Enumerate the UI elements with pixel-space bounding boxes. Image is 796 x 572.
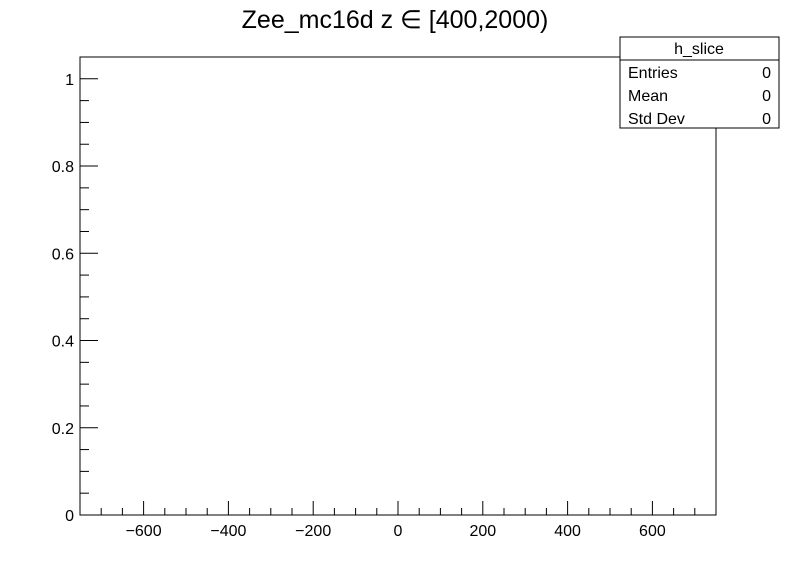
y-tick-label: 0.6 (52, 246, 74, 263)
stats-box-frame (619, 36, 780, 129)
y-tick-label: 0.2 (52, 421, 74, 438)
x-axis-tick-labels: −600 −400 −200 0 200 400 600 (126, 523, 666, 540)
stats-stddev-value: 0 (762, 111, 771, 128)
stats-mean-label: Mean (628, 88, 668, 105)
y-tick-label: 0 (65, 508, 74, 525)
x-tick-label: −400 (210, 523, 246, 540)
stats-entries-value: 0 (762, 65, 771, 82)
y-axis-tick-labels: 0 0.2 0.4 0.6 0.8 1 (52, 72, 74, 525)
y-tick-label: 0.4 (52, 334, 74, 351)
x-tick-label: 0 (394, 523, 403, 540)
stats-mean-value: 0 (762, 88, 771, 105)
y-tick-label: 0.8 (52, 159, 74, 176)
x-axis-ticks (100, 501, 696, 515)
stats-box: h_slice Entries 0 Mean 0 Std Dev 0 (619, 36, 780, 129)
y-axis-ticks (80, 56, 98, 516)
x-tick-label: 600 (639, 523, 666, 540)
chart-title: Zee_mc16d z ∈ [400,2000) (242, 6, 549, 34)
x-tick-label: 400 (554, 523, 581, 540)
x-tick-label: −600 (126, 523, 162, 540)
x-tick-label: 200 (469, 523, 496, 540)
y-tick-label: 1 (65, 72, 74, 89)
stats-stddev-label: Std Dev (628, 111, 685, 128)
stats-box-title: h_slice (674, 41, 724, 58)
x-tick-label: −200 (295, 523, 331, 540)
stats-entries-label: Entries (628, 65, 678, 82)
